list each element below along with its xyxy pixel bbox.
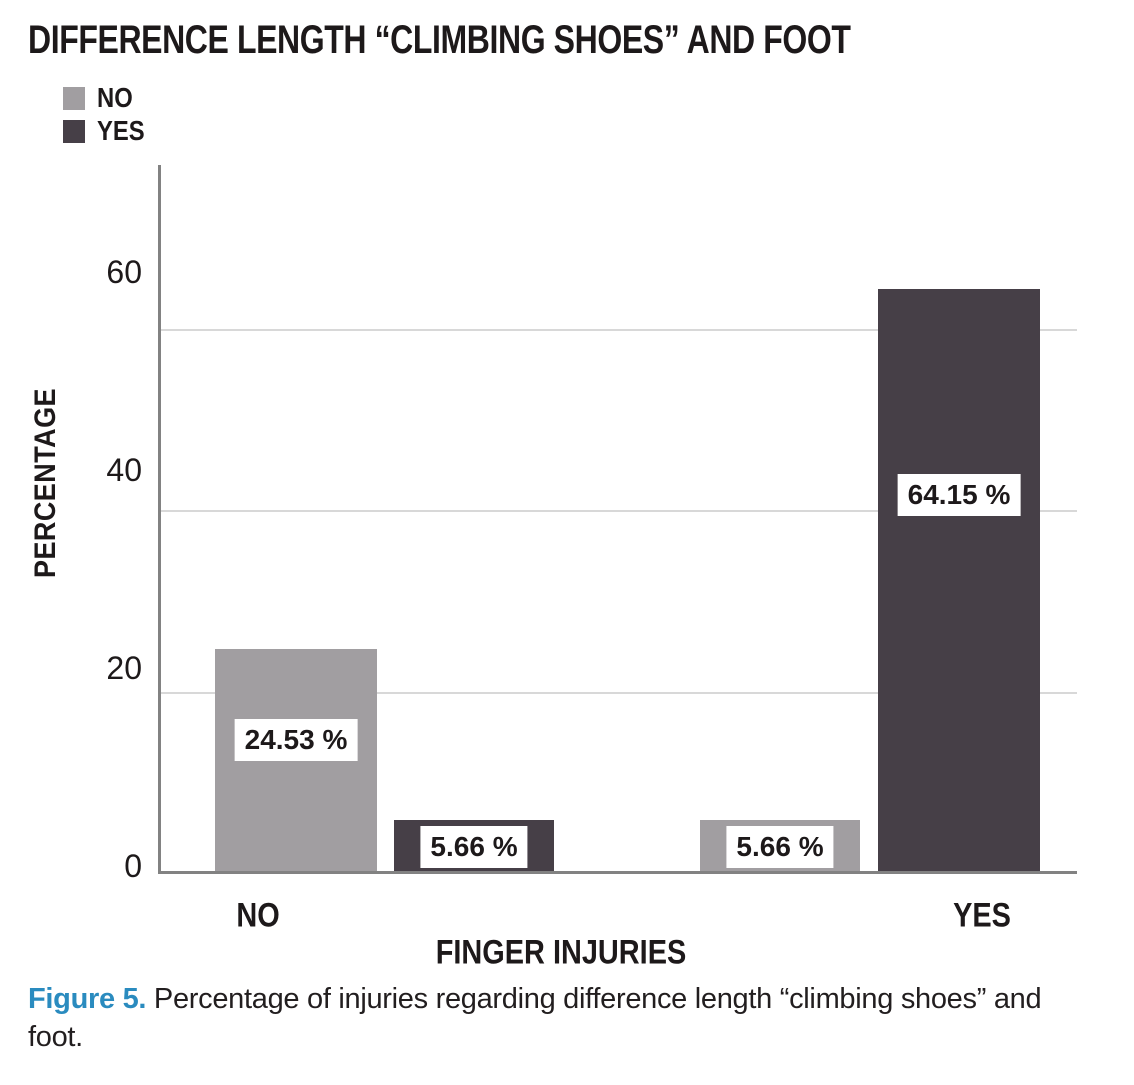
figure-caption: Figure 5. Percentage of injuries regardi… [28, 980, 1098, 1056]
plot-area [158, 165, 1077, 874]
legend-swatch-yes [63, 119, 85, 143]
gridline-20 [161, 691, 1077, 694]
value-label-no-no: 24.53 % [234, 719, 358, 761]
gridline-60 [161, 328, 1077, 331]
y-tick-label-60: 60 [106, 254, 142, 290]
legend-item-no: NO [63, 84, 153, 112]
value-label-no-yes: 5.66 % [420, 826, 528, 868]
legend-label-no: NO [97, 82, 133, 113]
legend-item-yes: YES [63, 117, 153, 145]
figure-caption-label: Figure 5. [28, 983, 147, 1015]
legend: NO YES [63, 84, 153, 145]
legend-label-yes: YES [97, 115, 145, 146]
bar-yes-yes [878, 289, 1040, 871]
y-tick-label-20: 20 [106, 650, 142, 686]
y-tick-label-0: 0 [124, 848, 142, 884]
x-category-label-no: NO [236, 896, 280, 935]
value-label-yes-yes: 64.15 % [897, 474, 1021, 516]
value-label-yes-no: 5.66 % [726, 826, 834, 868]
figure-caption-text: Percentage of injuries regarding differe… [28, 983, 1042, 1053]
y-axis-line [158, 165, 161, 874]
x-axis-line [158, 871, 1077, 874]
y-tick-label-40: 40 [106, 452, 142, 488]
x-category-label-yes: YES [953, 896, 1011, 935]
legend-swatch-no [63, 86, 85, 110]
chart-title: DIFFERENCE LENGTH “CLIMBING SHOES” AND F… [28, 18, 851, 62]
x-axis-title: FINGER INJURIES [435, 933, 687, 972]
gridline-40 [161, 510, 1077, 513]
